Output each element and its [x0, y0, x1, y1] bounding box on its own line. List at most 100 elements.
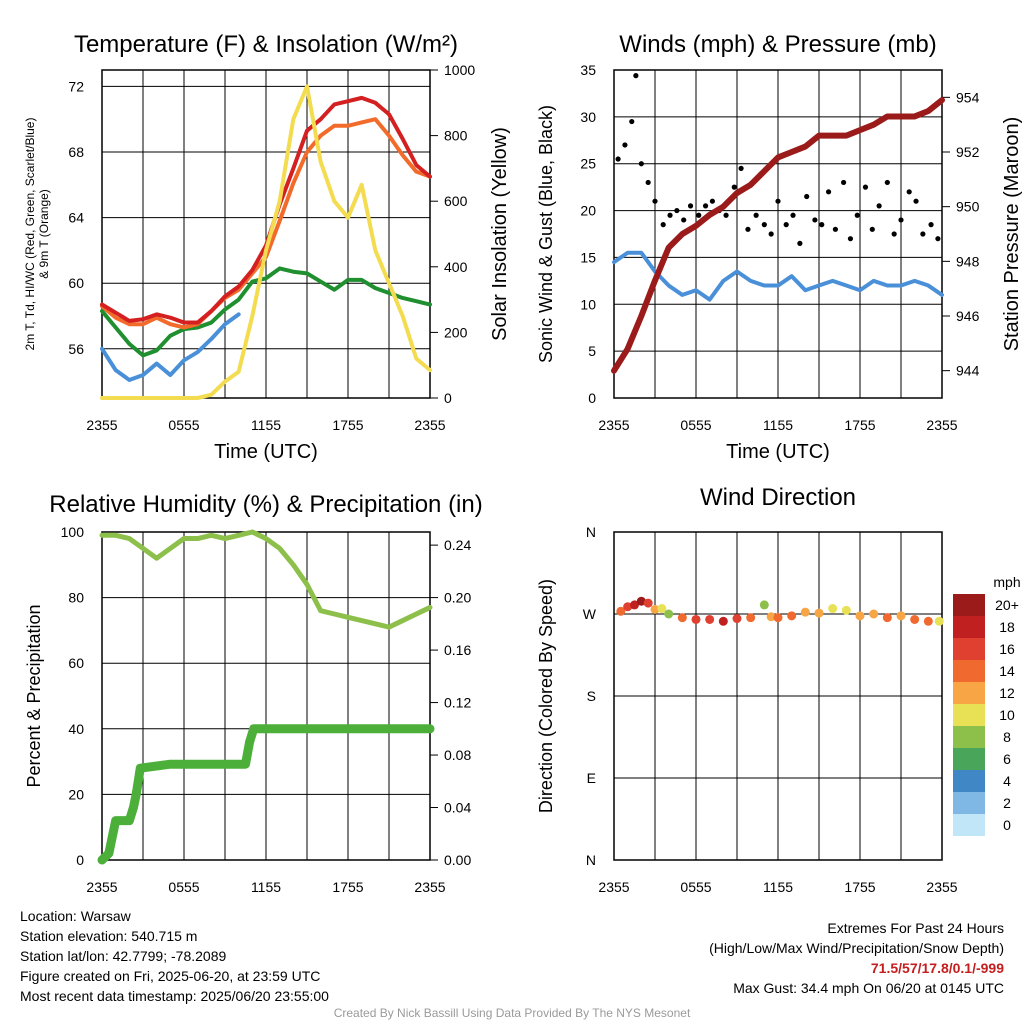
y2-tick-label: 0.16	[444, 642, 471, 658]
x-tick-label: 0555	[168, 417, 199, 433]
x-tick-label: 1755	[332, 879, 363, 895]
y2-tick-label: 0.24	[444, 537, 471, 553]
gust-point	[674, 207, 680, 214]
gust-point	[629, 118, 635, 125]
y2-tick-label: 944	[956, 363, 980, 379]
gust-point	[696, 212, 702, 218]
series-line	[100, 84, 432, 400]
legend-swatch	[953, 814, 985, 836]
y-tick-label: 100	[61, 524, 85, 540]
gust-point	[920, 231, 926, 237]
y2-tick-label: 948	[956, 253, 980, 269]
y2-axis-label: Solar Insolation (Yellow)	[489, 127, 511, 341]
y2-tick-label: 946	[956, 308, 980, 324]
gust-point	[768, 231, 774, 237]
direction-point	[732, 614, 742, 624]
y-axis-label: 2m T, Td, HI/WC (Red, Green, Scarlet/Blu…	[23, 118, 37, 351]
direction-point	[650, 604, 660, 614]
y-tick-label: S	[587, 688, 596, 704]
x-tick-label: 1755	[844, 879, 875, 895]
extremes-values: 71.5/57/17.8/0.1/-999	[870, 960, 1004, 976]
recent-text: Most recent data timestamp: 2025/06/20 2…	[20, 988, 329, 1004]
legend-label: 20+	[995, 597, 1019, 613]
direction-point	[773, 613, 783, 623]
gust-point	[898, 217, 904, 223]
extremes-info: Extremes For Past 24 Hours (High/Low/Max…	[709, 918, 1004, 998]
gust-point	[638, 161, 644, 167]
direction-point	[869, 609, 879, 619]
legend-swatch	[953, 682, 985, 704]
gust-point	[702, 203, 709, 209]
y-axis-label: Direction (Colored By Speed)	[536, 579, 556, 813]
x-tick-label: 2355	[598, 417, 629, 433]
x-tick-label: 1155	[251, 879, 281, 895]
legend-swatch	[953, 770, 985, 792]
gust-point	[869, 226, 875, 232]
legend-swatch	[953, 616, 985, 638]
gust-point	[622, 142, 628, 148]
direction-point	[841, 605, 851, 615]
x-tick-label: 2355	[86, 417, 117, 433]
legend-label: 6	[1003, 751, 1011, 767]
y-tick-label: 68	[68, 144, 84, 160]
gust-point	[804, 193, 810, 200]
created-text: Figure created on Fri, 2025-06-20, at 23…	[20, 968, 321, 984]
direction-point	[616, 606, 626, 616]
y2-tick-label: 952	[956, 144, 980, 160]
y-tick-label: 60	[68, 655, 84, 671]
y-tick-label: 5	[588, 343, 596, 359]
gust-point	[745, 226, 751, 232]
y-tick-label: 25	[580, 156, 596, 172]
temperature-chart: Temperature (F) & Insolation (W/m²) 56 60 6…	[23, 31, 511, 463]
direction-point	[636, 596, 646, 606]
x-tick-label: 0555	[168, 879, 199, 895]
legend-label: 12	[999, 685, 1015, 701]
y2-tick-label: 200	[444, 324, 468, 340]
y-tick-label: 56	[68, 341, 84, 357]
gust-point	[832, 226, 839, 232]
gust-point	[913, 198, 919, 204]
gust-point	[615, 156, 621, 162]
legend-swatch	[953, 704, 985, 726]
legend-label: 8	[1003, 729, 1011, 745]
x-tick-label: 2355	[598, 879, 629, 895]
x-tick-label: 1155	[763, 417, 793, 433]
direction-point	[623, 602, 633, 612]
gust-point	[819, 222, 825, 228]
x-tick-label: 2355	[926, 879, 957, 895]
gust-point	[884, 179, 890, 186]
legend-label: 2	[1003, 795, 1011, 811]
y2-tick-label: 0.12	[444, 695, 471, 711]
y2-tick-label: 0.20	[444, 590, 471, 606]
direction-point	[814, 608, 824, 618]
y-tick-label: 64	[68, 210, 84, 226]
series-line	[97, 724, 435, 865]
x-tick-label: 1755	[332, 417, 363, 433]
x-tick-label: 2355	[86, 879, 117, 895]
gust-point	[825, 189, 832, 195]
direction-point	[677, 613, 687, 623]
y2-tick-label: 950	[956, 199, 980, 215]
latlon-text: Station lat/lon: 42.7799; -78.2089	[20, 948, 227, 964]
direction-point	[882, 613, 892, 623]
direction-point	[828, 604, 838, 614]
legend-swatch	[953, 660, 985, 682]
gust-point	[645, 179, 651, 186]
gust-point	[681, 217, 687, 223]
gust-point	[935, 236, 941, 242]
y-tick-label: 72	[68, 78, 84, 94]
series-line	[100, 266, 432, 358]
y-tick-label: N	[586, 524, 596, 540]
direction-point	[759, 600, 769, 610]
y-axis-label: Percent & Precipitation	[24, 604, 44, 787]
gust-point	[812, 217, 818, 223]
gust-point	[862, 184, 869, 190]
gust-point	[667, 212, 673, 218]
y-tick-label: 15	[580, 249, 596, 265]
legend-label: 14	[999, 663, 1015, 679]
y-axis-label: & 9m T (Orange)	[37, 189, 51, 279]
direction-point	[746, 613, 756, 623]
gust-point	[797, 240, 803, 246]
gust-point	[847, 236, 854, 242]
